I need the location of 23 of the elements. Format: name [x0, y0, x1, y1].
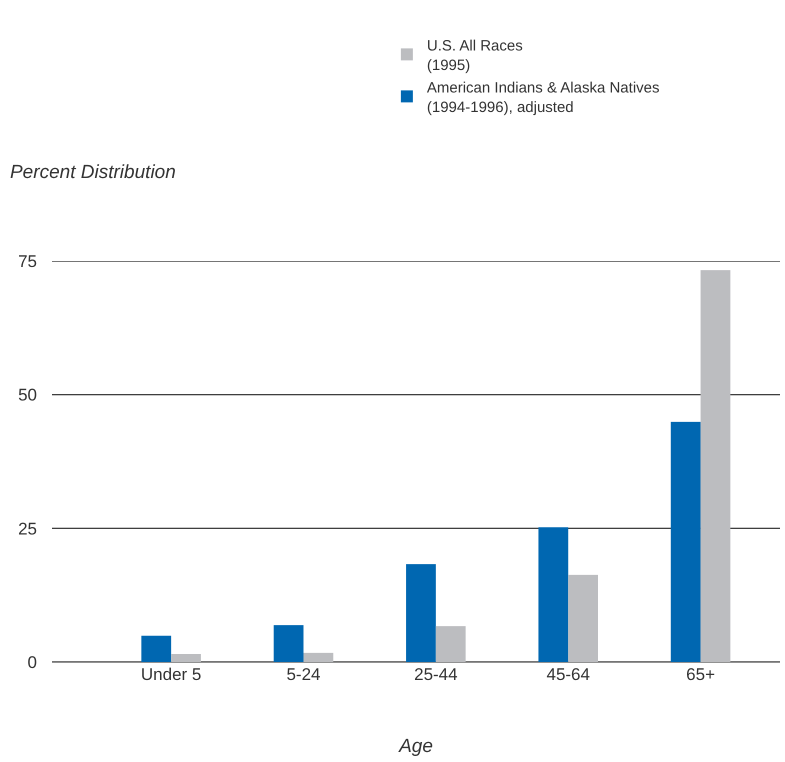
y-tick-label: 0: [28, 652, 37, 672]
bar: [700, 270, 730, 662]
bar: [406, 564, 436, 662]
legend-label: American Indians & Alaska Natives (1994-1996), adjusted: [426, 80, 660, 116]
bar: [538, 527, 568, 662]
x-tick-label: 45-64: [546, 665, 590, 684]
bar: [274, 625, 304, 662]
x-tick-label: 25-44: [414, 665, 458, 684]
bar: [171, 654, 201, 662]
y-tick-label: 25: [18, 519, 37, 538]
x-tick-label: 5-24: [286, 665, 321, 684]
legend-label: U.S. All Races (1995): [426, 38, 523, 74]
bar: [303, 652, 334, 662]
x-tick-label: 65+: [686, 665, 716, 684]
y-tick-label: 50: [18, 386, 37, 405]
y-tick-label: 75: [18, 252, 37, 271]
bar: [141, 636, 172, 662]
bar: [670, 422, 701, 662]
bar: [436, 626, 466, 662]
bar: [568, 574, 598, 662]
y-axis-title: Percent Distribution: [10, 162, 176, 183]
x-tick-label: Under 5: [140, 665, 202, 684]
x-axis-title: Age: [398, 736, 433, 757]
